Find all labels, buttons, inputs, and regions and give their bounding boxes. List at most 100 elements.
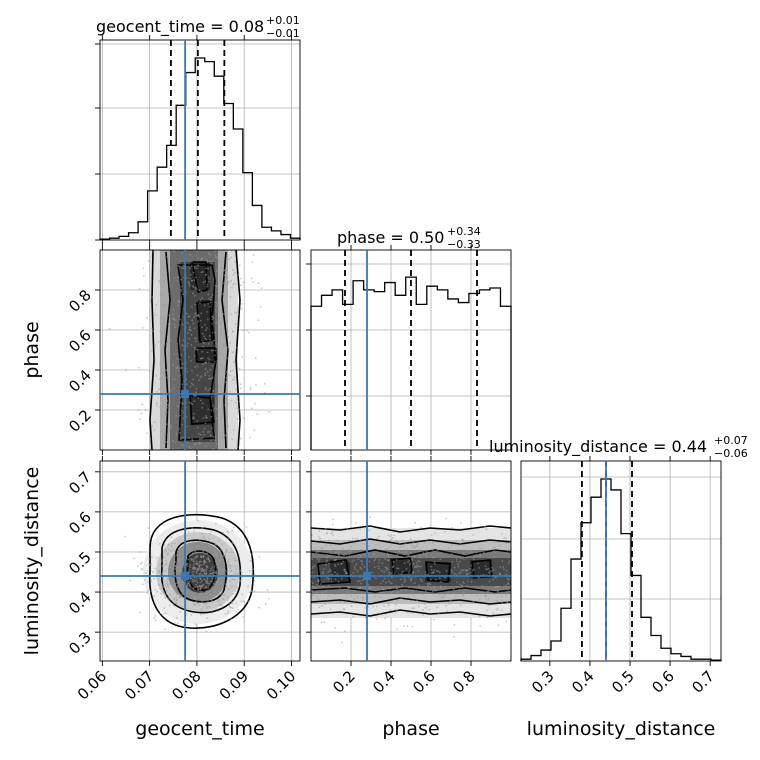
scatter-point [152,330,154,333]
scatter-point [320,547,323,550]
scatter-point [328,549,331,552]
scatter-point [403,577,406,580]
density-cell [190,262,210,290]
scatter-point [232,273,235,276]
scatter-point [348,539,350,542]
scatter-point [203,569,206,572]
scatter-point [214,577,217,580]
scatter-point [180,558,183,561]
scatter-point [508,556,511,559]
density-cell [390,558,412,574]
scatter-point [340,562,343,565]
scatter-point [141,561,143,564]
scatter-point [200,609,203,612]
scatter-point [418,560,421,563]
scatter-point [398,542,401,544]
scatter-point [161,586,164,589]
scatter-point [445,569,448,572]
scatter-point [374,595,377,598]
scatter-point [240,302,243,305]
scatter-point [253,573,256,576]
scatter-point [504,585,507,588]
scatter-point [206,351,209,354]
scatter-point [227,402,229,405]
scatter-point [397,572,400,575]
scatter-point [408,559,411,562]
scatter-point [430,586,432,589]
y-tick-label-phase: 0.8 [65,286,95,316]
scatter-point [193,443,196,446]
scatter-point [179,401,181,404]
scatter-point [209,387,212,390]
scatter-point [356,580,359,583]
scatter-point [222,293,224,295]
scatter-point [338,554,340,557]
scatter-point [495,608,498,611]
scatter-point [180,353,183,356]
scatter-point [219,260,222,263]
scatter-point [201,402,204,405]
scatter-point [344,570,347,573]
scatter-point [399,589,402,591]
scatter-point [219,353,222,355]
title-geocent-time-minus: −0.01 [266,27,300,40]
scatter-point [211,586,213,589]
scatter-point [228,564,231,567]
scatter-point [227,282,230,285]
scatter-point [193,279,196,282]
scatter-point [327,598,329,601]
scatter-point [463,582,465,585]
scatter-point [163,543,166,546]
scatter-point [392,565,395,568]
scatter-point [492,612,495,615]
scatter-point [374,577,377,580]
scatter-point [189,285,191,287]
scatter-point [142,267,145,270]
scatter-point [465,569,468,572]
title-phase-minus: −0.33 [447,238,481,251]
title-luminosity-distance-plus: +0.07 [714,434,748,447]
x-tick-label-luminosity_distance: 0.5 [608,667,638,697]
scatter-point [461,538,464,541]
scatter-point [190,260,193,263]
scatter-point [208,335,211,337]
scatter-point [331,531,334,534]
scatter-point [174,441,177,444]
scatter-point [203,612,205,615]
scatter-point [190,344,193,346]
scatter-point [500,609,503,612]
scatter-point [219,363,222,366]
scatter-point [235,568,238,571]
scatter-point [174,622,176,625]
scatter-point [345,572,348,575]
scatter-point [470,564,472,567]
scatter-point [238,408,240,411]
scatter-point [245,526,248,529]
scatter-point [437,612,440,615]
scatter-point [206,370,209,373]
scatter-point [204,361,207,364]
scatter-point [363,543,366,545]
axis-ticks [95,35,711,666]
scatter-point [311,567,314,569]
scatter-point [206,283,209,286]
scatter-point [502,568,505,570]
scatter-point [193,604,196,607]
scatter-point [311,558,313,561]
scatter-point [343,568,346,571]
scatter-point [223,330,226,333]
scatter-point [386,559,389,562]
scatter-point [343,608,345,611]
x-tick-label-geocent_time: 0.09 [216,667,252,703]
scatter-point [224,284,227,287]
scatter-point [383,604,385,607]
scatter-point [201,568,204,570]
scatter-point [406,625,409,627]
scatter-point [213,316,215,319]
scatter-point [145,316,148,319]
scatter-point [335,602,338,604]
scatter-point [168,314,171,317]
scatter-point [139,418,141,421]
xlabel-phase: phase [382,718,439,740]
scatter-point [311,585,314,588]
